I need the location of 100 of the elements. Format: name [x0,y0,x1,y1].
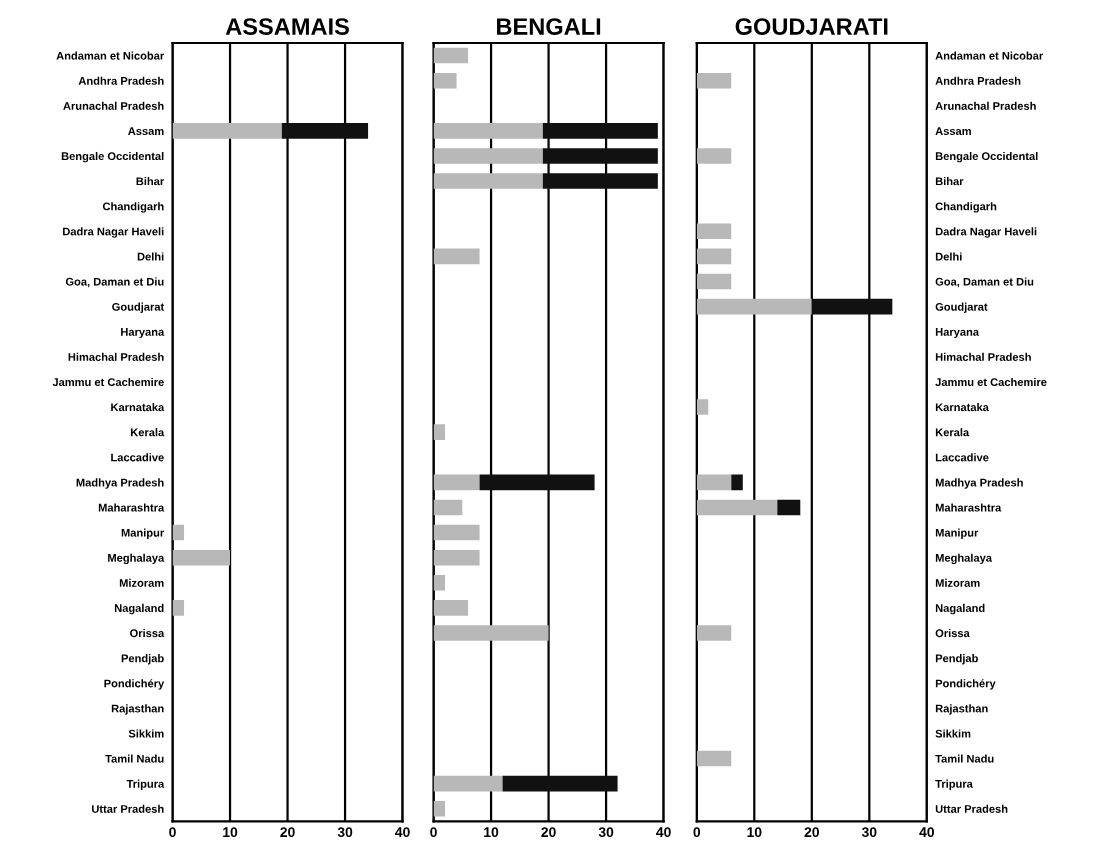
y-tick-label: Himachal Pradesh [68,352,164,361]
bar [433,72,457,89]
y-tick-label: Jammu et Cachemire [935,377,1047,387]
y-tick-label: Jammu et Cachemire [52,377,164,387]
x-tick-label: 40 [656,827,671,838]
bar [696,273,732,290]
bar [696,625,732,641]
y-tick-label: Tripura [935,779,973,790]
y-tick-label: Goudjarat [112,302,165,313]
bar [696,399,709,415]
y-tick-label: Dadra Nagar Haveli [63,227,164,238]
bar [433,549,480,566]
y-tick-label: Madhya Pradesh [935,478,1023,489]
y-tick-label: Maharashtra [935,503,1002,512]
y-tick-label: Himachal Pradesh [935,352,1031,361]
bar [696,474,732,491]
y-tick-label: Chandigarh [935,202,997,213]
y-tick-label: Laccadive [111,453,164,462]
y-tick-label: Orissa [935,628,970,638]
y-tick-label: Laccadive [935,453,989,462]
y-tick-label: Arunachal Pradesh [63,101,164,110]
x-tick-label: 10 [747,827,762,838]
bar [502,775,618,792]
y-tick-label: Goa, Daman et Diu [65,277,164,288]
bar [777,499,801,516]
y-tick-label: Rajasthan [111,704,164,715]
bar [696,298,812,315]
y-tick-label: Meghalaya [108,553,165,565]
y-tick-label: Uttar Pradesh [935,804,1008,813]
y-tick-label: Mizoram [935,578,980,587]
bar [696,72,732,89]
y-tick-label: Dadra Nagar Haveli [935,227,1037,238]
y-tick-label: Andaman et Nicobar [56,51,165,60]
y-tick-label: Goudjarat [935,302,988,313]
y-tick-label: Assam [128,127,164,136]
bar [433,123,543,139]
y-tick-label: Tamil Nadu [105,754,164,763]
x-tick-label: 20 [804,827,819,838]
chart-title: BENGALI [497,18,601,35]
chart-title: GOUDJARATI [735,18,888,35]
y-tick-label: Rajasthan [935,704,988,715]
y-tick-label: Nagaland [114,603,164,615]
y-tick-label: Sikkim [128,729,164,738]
bar [433,173,543,189]
bar [433,524,480,541]
x-tick-label: 10 [484,827,499,838]
bar [696,499,778,516]
bar [433,424,446,440]
y-tick-label: Bihar [935,177,964,186]
y-tick-label: Kerala [130,428,165,437]
y-tick-label: Goa, Daman et Diu [935,277,1034,288]
y-tick-label: Meghalaya [935,553,993,565]
y-tick-label: Tripura [126,779,165,790]
bar [542,123,658,139]
y-tick-label: Pondichéry [935,679,996,690]
x-tick-label: 30 [861,827,877,838]
y-tick-label: Pendjab [935,654,978,665]
x-tick-label: 40 [919,827,934,838]
y-tick-label: Pendjab [121,654,164,665]
y-tick-label: Karnataka [111,403,165,412]
x-tick-label: 0 [169,827,176,838]
bar [696,223,732,240]
y-tick-label: Andhra Pradesh [935,76,1021,85]
y-tick-label: Delhi [137,252,164,261]
x-tick-label: 0 [430,827,437,838]
bar [433,47,469,64]
x-tick-label: 20 [541,827,556,838]
bar [172,123,282,139]
bar [433,800,446,817]
bar [433,499,463,516]
bar [433,625,549,641]
y-tick-label: Manipur [935,528,979,539]
y-tick-label: Chandigarh [102,202,164,213]
y-tick-label: Nagaland [935,603,985,615]
y-tick-label: Delhi [935,252,962,261]
bar [479,474,595,491]
y-tick-label: Bihar [136,177,165,186]
y-tick-label: Manipur [121,528,165,539]
y-tick-label: Maharashtra [98,503,165,512]
y-tick-label: Uttar Pradesh [92,804,164,813]
x-tick-label: 30 [598,827,614,838]
bar [731,474,743,491]
y-tick-label: Andhra Pradesh [78,76,164,85]
y-tick-label: Mizoram [119,578,164,587]
bar [433,248,480,265]
y-tick-label: Tamil Nadu [935,754,994,763]
bar [542,148,658,164]
bar [811,298,893,315]
y-tick-label: Orissa [130,628,165,638]
bar [172,600,185,616]
y-tick-label: Haryana [935,328,980,339]
y-tick-label: Bengale Occidental [935,151,1038,163]
y-tick-label: Pondichéry [104,679,165,690]
bar [433,600,469,616]
bar [696,248,732,265]
bar [696,750,732,767]
bar [281,123,369,139]
x-tick-label: 10 [223,827,238,838]
chart-title: ASSAMAIS [225,18,349,35]
bar [433,474,480,491]
